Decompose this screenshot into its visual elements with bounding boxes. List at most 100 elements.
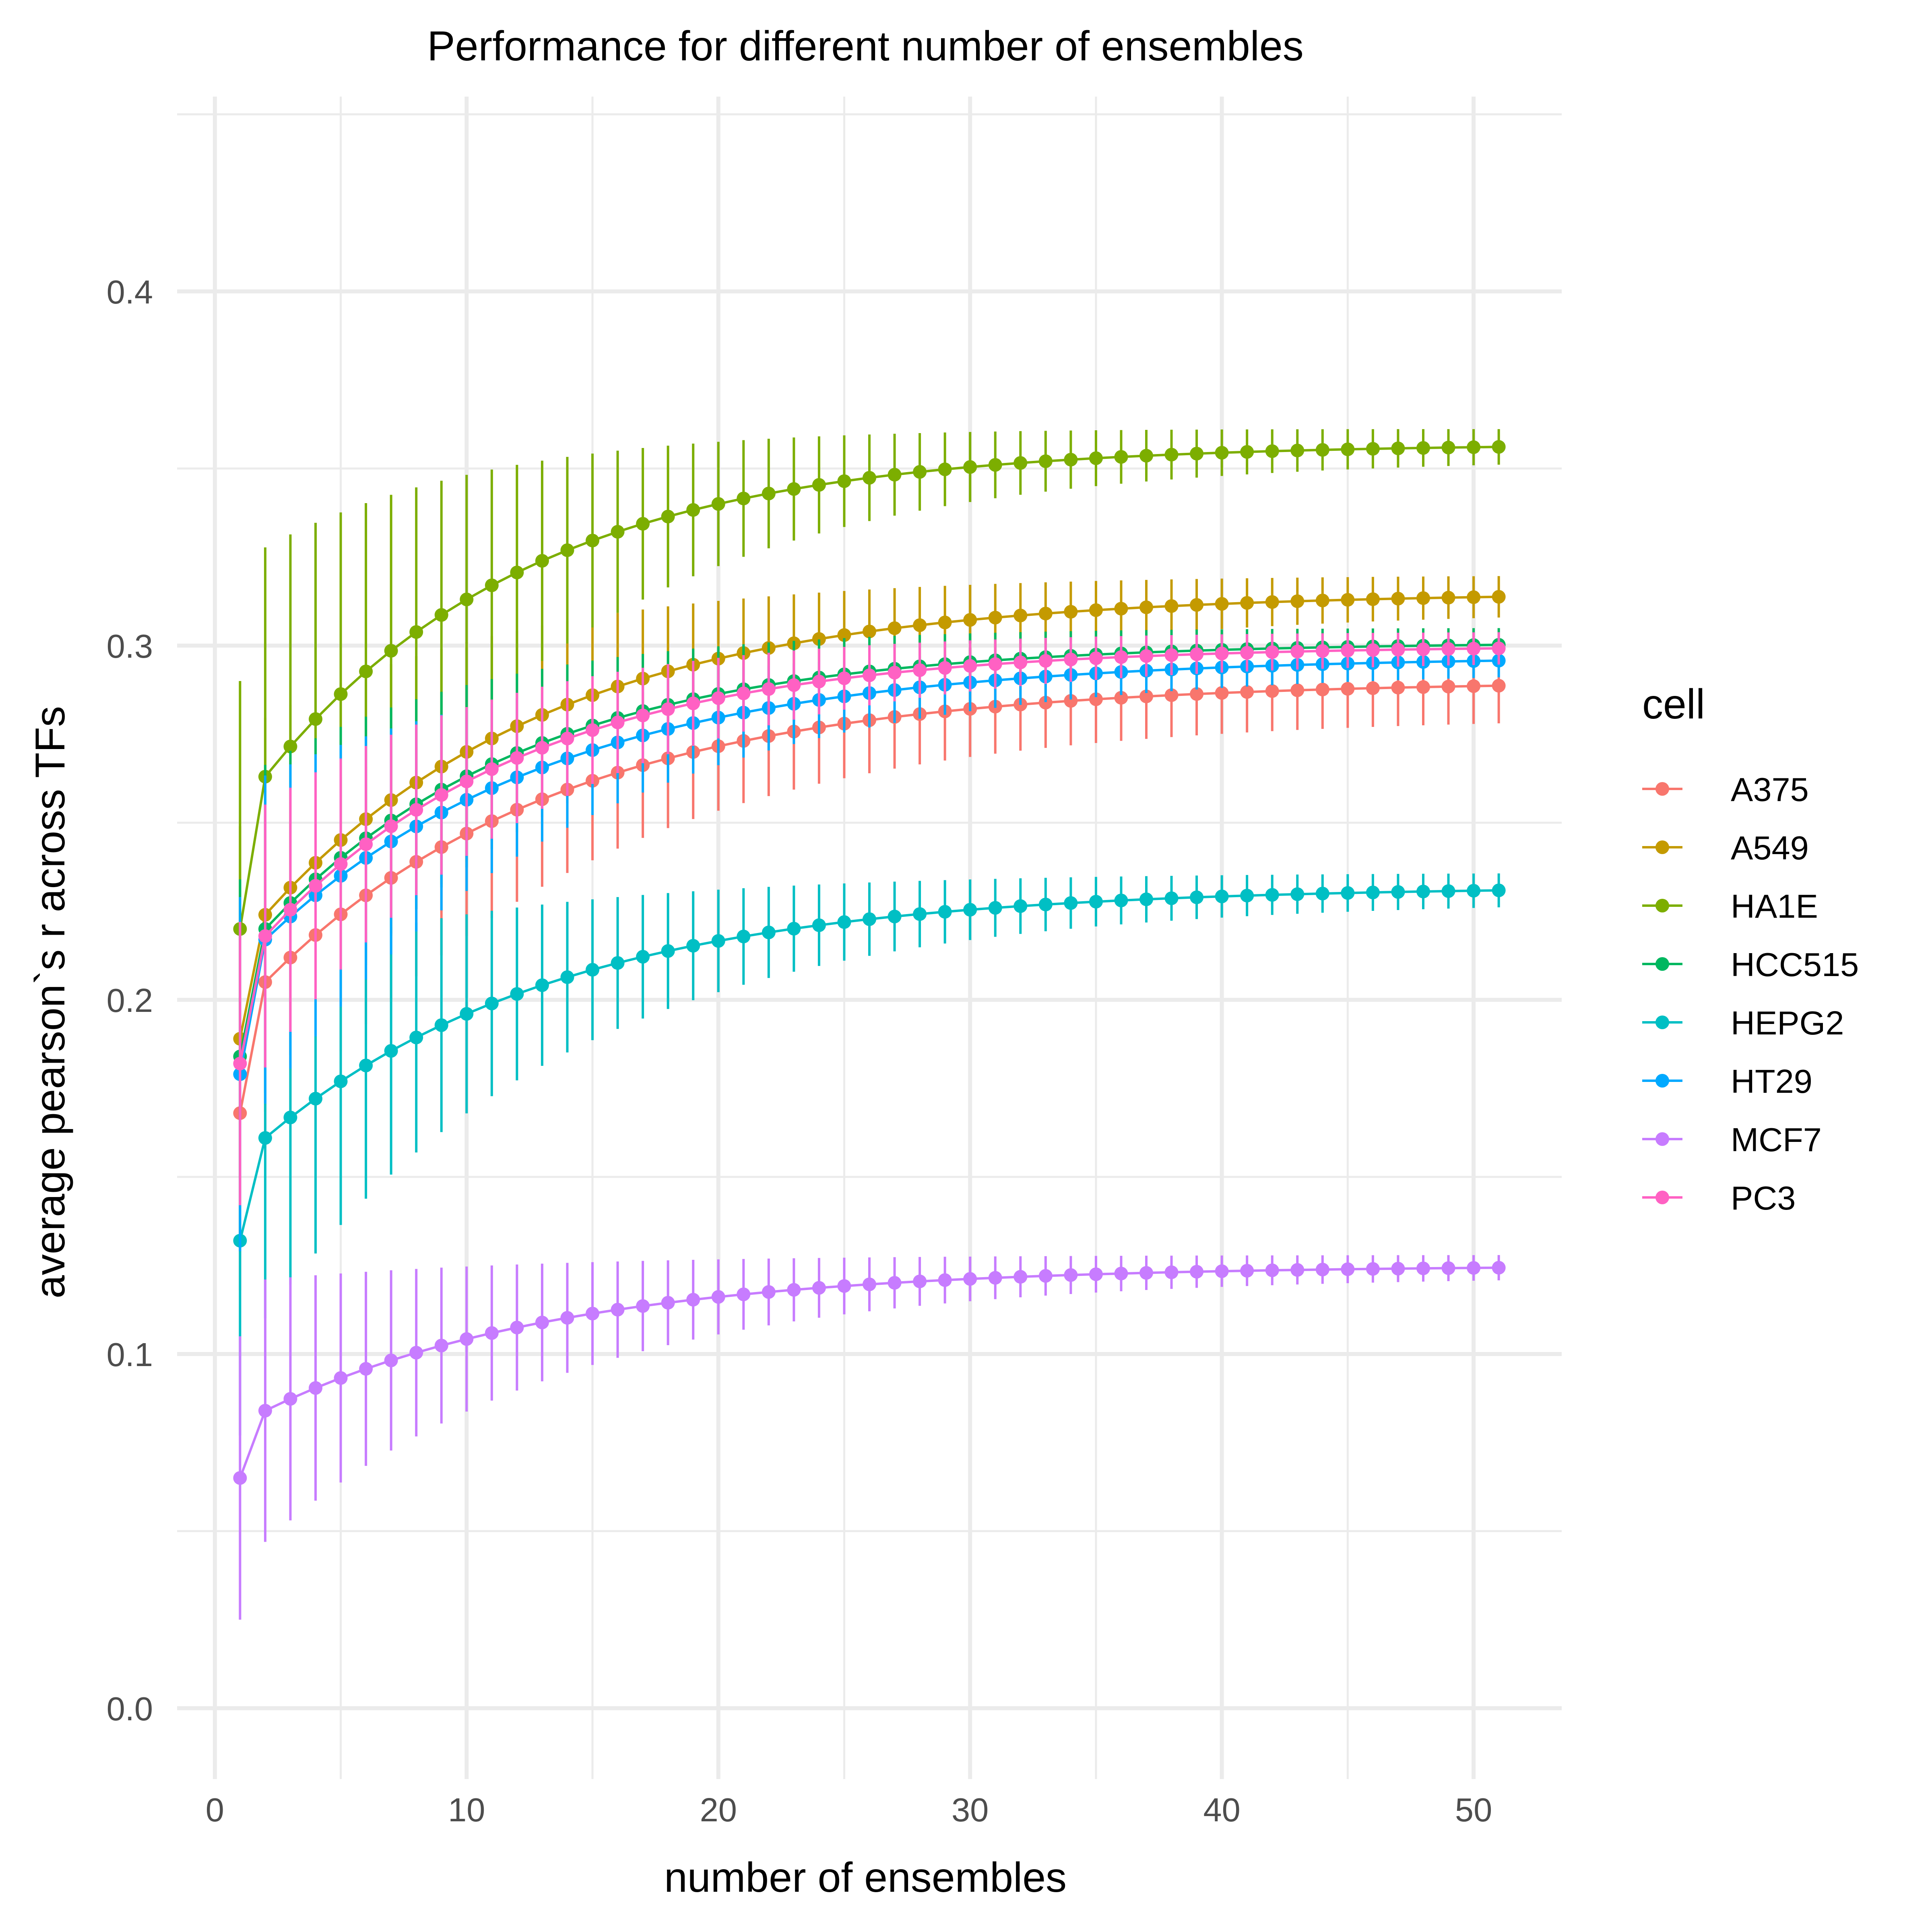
data-point xyxy=(1114,894,1128,908)
data-point xyxy=(1315,1263,1329,1277)
data-point xyxy=(1290,1263,1305,1277)
data-point xyxy=(510,987,524,1001)
data-point xyxy=(661,510,675,524)
data-point xyxy=(711,934,725,948)
x-tick-label: 0 xyxy=(206,1791,224,1829)
data-point xyxy=(863,912,876,926)
y-tick-label: 0.1 xyxy=(107,1336,153,1373)
data-point xyxy=(1416,642,1430,656)
y-axis-ticks: 0.0 0.1 0.2 0.3 0.4 xyxy=(107,273,153,1728)
data-point xyxy=(1341,644,1355,658)
x-tick-label: 10 xyxy=(448,1791,485,1829)
data-point xyxy=(812,675,826,689)
data-point xyxy=(636,517,650,531)
data-point xyxy=(737,1287,751,1301)
data-point xyxy=(1089,1267,1103,1281)
x-tick-label: 30 xyxy=(952,1791,989,1829)
data-point xyxy=(334,857,348,871)
data-point xyxy=(586,533,599,547)
data-point xyxy=(1089,603,1103,617)
data-point xyxy=(384,644,398,658)
data-point xyxy=(963,460,977,474)
data-point xyxy=(1139,689,1153,704)
x-tick-label: 50 xyxy=(1455,1791,1492,1829)
data-point xyxy=(535,978,549,992)
data-point xyxy=(283,1110,297,1125)
x-tick-label: 20 xyxy=(700,1791,737,1829)
data-point xyxy=(1215,890,1229,904)
data-point xyxy=(1467,679,1481,693)
data-point xyxy=(913,907,927,921)
legend-label: HCC515 xyxy=(1731,946,1859,983)
data-point xyxy=(1315,443,1329,457)
data-point xyxy=(1013,655,1028,669)
data-point xyxy=(1391,1261,1405,1276)
legend-item-ht29: HT29 xyxy=(1642,1063,1812,1100)
data-point xyxy=(1215,446,1229,460)
legend-key-point xyxy=(1655,1132,1669,1146)
data-point xyxy=(434,788,448,802)
data-point xyxy=(611,525,625,539)
series-layer xyxy=(233,429,1506,1620)
data-point xyxy=(560,543,574,557)
data-point xyxy=(258,1404,272,1418)
legend-item-pc3: PC3 xyxy=(1642,1179,1796,1217)
data-point xyxy=(258,929,272,943)
data-point xyxy=(510,566,524,580)
data-point xyxy=(787,678,801,692)
series-ha1e xyxy=(233,429,1506,1177)
data-point xyxy=(1013,899,1028,913)
data-point xyxy=(938,661,952,675)
data-point xyxy=(1492,641,1506,655)
data-point xyxy=(283,1392,297,1406)
legend-key-point xyxy=(1655,1191,1669,1204)
legend-item-hcc515: HCC515 xyxy=(1642,946,1859,983)
legend-label: MCF7 xyxy=(1731,1121,1822,1158)
data-point xyxy=(560,731,574,745)
data-point xyxy=(1492,440,1506,454)
data-point xyxy=(1089,895,1103,909)
data-point xyxy=(737,929,751,943)
data-point xyxy=(812,478,826,492)
data-point xyxy=(1240,685,1254,699)
data-point xyxy=(1290,594,1305,608)
x-tick-label: 40 xyxy=(1203,1791,1240,1829)
data-point xyxy=(1315,593,1329,607)
data-point xyxy=(1467,1261,1481,1275)
data-point xyxy=(1064,652,1078,667)
data-point xyxy=(1290,887,1305,901)
data-point xyxy=(1215,646,1229,661)
data-point xyxy=(1064,605,1078,619)
data-point xyxy=(485,997,499,1011)
data-point xyxy=(711,497,725,511)
data-point xyxy=(1038,654,1053,668)
data-point xyxy=(1290,444,1305,458)
data-point xyxy=(1164,599,1179,613)
x-axis-label: number of ensembles xyxy=(664,1854,1067,1901)
legend-item-ha1e: HA1E xyxy=(1642,888,1818,925)
data-point xyxy=(1190,647,1204,661)
data-point xyxy=(409,625,423,639)
legend-label: A549 xyxy=(1731,829,1809,867)
data-point xyxy=(1315,886,1329,900)
legend-label: HEPG2 xyxy=(1731,1004,1844,1042)
data-point xyxy=(1013,1270,1028,1284)
data-point xyxy=(1240,445,1254,459)
data-point xyxy=(384,819,398,833)
data-point xyxy=(510,1321,524,1335)
data-point xyxy=(661,702,675,716)
y-tick-label: 0.4 xyxy=(107,273,153,311)
data-point xyxy=(762,1285,776,1299)
data-point xyxy=(636,949,650,964)
data-point xyxy=(1441,679,1455,694)
data-point xyxy=(409,803,423,817)
data-point xyxy=(837,628,851,642)
data-point xyxy=(1492,883,1506,898)
data-point xyxy=(1366,442,1380,456)
data-point xyxy=(560,1311,574,1325)
data-point xyxy=(485,1326,499,1340)
legend-label: HT29 xyxy=(1731,1063,1812,1100)
data-point xyxy=(1391,681,1405,695)
data-point xyxy=(1139,1266,1153,1280)
legend-key-point xyxy=(1655,1074,1669,1088)
